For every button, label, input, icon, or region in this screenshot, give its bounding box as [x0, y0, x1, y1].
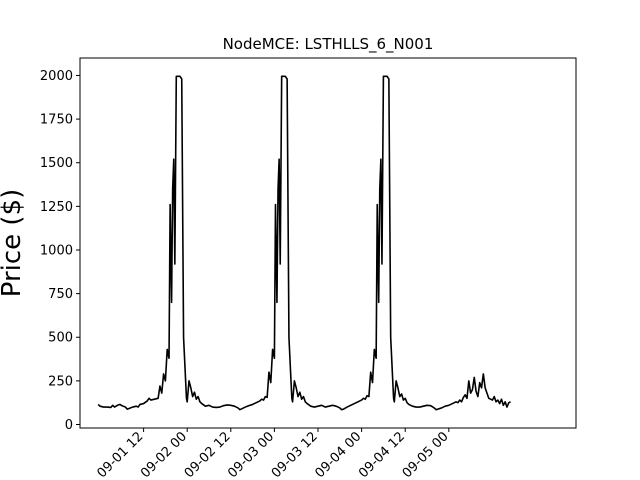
y-axis-label: Price ($) [0, 189, 27, 298]
y-tick-label: 250 [48, 374, 73, 389]
chart-title: NodeMCE: LSTHLLS_6_N001 [223, 35, 434, 54]
series-line-0 [97, 75, 511, 411]
y-tick-label: 1250 [40, 200, 73, 215]
axes-frame [79, 57, 577, 429]
y-tick-label: 750 [48, 287, 73, 302]
y-tick-label: 1750 [40, 113, 73, 128]
y-tick-label: 1000 [40, 243, 73, 258]
y-tick-label: 0 [65, 418, 73, 433]
y-tick-label: 500 [48, 331, 73, 346]
y-tick-label: 1500 [40, 156, 73, 171]
y-tick-label: 2000 [40, 69, 73, 84]
